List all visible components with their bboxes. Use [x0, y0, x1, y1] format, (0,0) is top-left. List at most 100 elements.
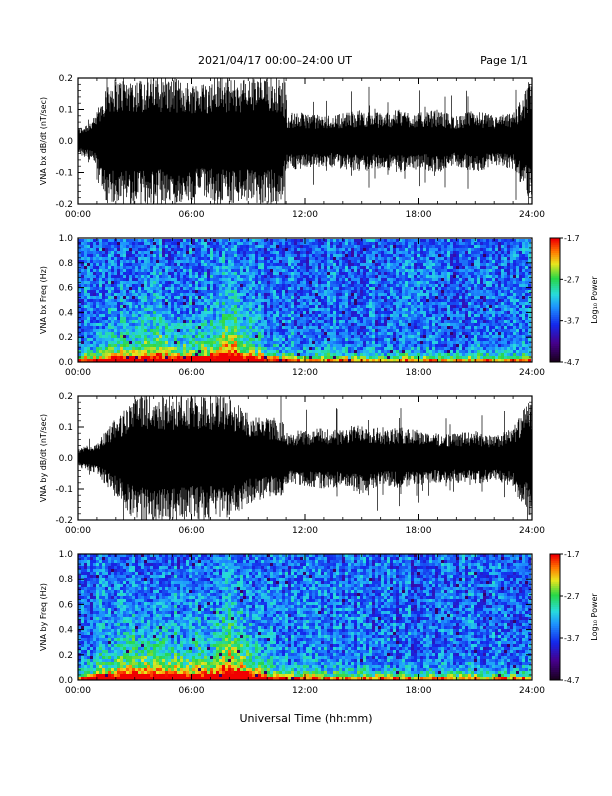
spectrogram-cell: [117, 284, 120, 287]
spectrogram-cell: [306, 248, 309, 251]
spectrogram-cell: [240, 251, 243, 254]
spectrogram-cell: [195, 281, 198, 284]
spectrogram-cell: [87, 239, 90, 242]
spectrogram-cell: [198, 260, 201, 263]
spectrogram-cell: [414, 308, 417, 311]
spectrogram-cell: [333, 329, 336, 332]
spectrogram-cell: [381, 350, 384, 353]
spectrogram-cell: [285, 320, 288, 323]
spectrogram-cell: [237, 257, 240, 260]
spectrogram-cell: [387, 293, 390, 296]
spectrogram-cell: [327, 284, 330, 287]
spectrogram-cell: [222, 338, 225, 341]
spectrogram-cell: [105, 323, 108, 326]
spectrogram-cell: [255, 248, 258, 251]
spectrogram-cell: [339, 242, 342, 245]
spectrogram-cell: [165, 239, 168, 242]
spectrogram-cell: [366, 263, 369, 266]
spectrogram-cell: [258, 263, 261, 266]
spectrogram-cell: [342, 275, 345, 278]
spectrogram-cell: [324, 317, 327, 320]
spectrogram-cell: [228, 314, 231, 317]
spectrogram-cell: [330, 320, 333, 323]
spectrogram-cell: [99, 242, 102, 245]
spectrogram-cell: [126, 281, 129, 284]
spectrogram-cell: [342, 245, 345, 248]
spectrogram-cell: [423, 266, 426, 269]
spectrogram-cell: [288, 320, 291, 323]
spectrogram-cell: [273, 266, 276, 269]
spectrogram-cell: [408, 266, 411, 269]
spectrogram-cell: [303, 251, 306, 254]
spectrogram-cell: [234, 329, 237, 332]
spectrogram-cell: [351, 353, 354, 356]
spectrogram-cell: [81, 341, 84, 344]
spectrogram-cell: [150, 308, 153, 311]
spectrogram-cell: [219, 281, 222, 284]
spectrogram-cell: [339, 311, 342, 314]
spectrogram-cell: [285, 308, 288, 311]
spectrogram-cell: [387, 335, 390, 338]
spectrogram-cell: [342, 347, 345, 350]
spectrogram-cell: [162, 341, 165, 344]
spectrogram-cell: [204, 338, 207, 341]
spectrogram-cell: [324, 290, 327, 293]
spectrogram-cell: [183, 293, 186, 296]
spectrogram-cell: [225, 263, 228, 266]
spectrogram-cell: [348, 254, 351, 257]
spectrogram-cell: [270, 254, 273, 257]
spectrogram-cell: [399, 356, 402, 359]
spectrogram-cell: [378, 263, 381, 266]
spectrogram-cell: [174, 257, 177, 260]
spectrogram-cell: [423, 248, 426, 251]
spectrogram-cell: [273, 254, 276, 257]
spectrogram-cell: [252, 347, 255, 350]
spectrogram-cell: [369, 269, 372, 272]
spectrogram-cell: [372, 278, 375, 281]
spectrogram-cell: [306, 254, 309, 257]
spectrogram-cell: [150, 260, 153, 263]
spectrogram-cell: [240, 329, 243, 332]
spectrogram-cell: [354, 293, 357, 296]
spectrogram-cell: [309, 263, 312, 266]
spectrogram-cell: [246, 266, 249, 269]
spectrogram-cell: [207, 281, 210, 284]
spectrogram-cell: [381, 347, 384, 350]
spectrogram-cell: [288, 338, 291, 341]
spectrogram-cell: [171, 317, 174, 320]
spectrogram-cell: [249, 350, 252, 353]
spectrogram-cell: [402, 323, 405, 326]
spectrogram-cell: [270, 260, 273, 263]
spectrogram-cell: [105, 317, 108, 320]
spectrogram-cell: [147, 326, 150, 329]
spectrogram-cell: [114, 353, 117, 356]
spectrogram-cell: [342, 287, 345, 290]
spectrogram-cell: [399, 335, 402, 338]
spectrogram-cell: [390, 347, 393, 350]
spectrogram-cell: [108, 239, 111, 242]
spectrogram-cell: [261, 350, 264, 353]
spectrogram-cell: [183, 347, 186, 350]
spectrogram-cell: [324, 251, 327, 254]
spectrogram-cell: [246, 317, 249, 320]
spectrogram-cell: [132, 347, 135, 350]
spectrogram-cell: [255, 329, 258, 332]
spectrogram-cell: [420, 347, 423, 350]
spectrogram-cell: [321, 254, 324, 257]
spectrogram-cell: [216, 263, 219, 266]
spectrogram-cell: [177, 242, 180, 245]
spectrogram-cell: [408, 323, 411, 326]
spectrogram-cell: [87, 344, 90, 347]
spectrogram-cell: [180, 347, 183, 350]
spectrogram-cell: [111, 272, 114, 275]
spectrogram-cell: [336, 278, 339, 281]
spectrogram-cell: [261, 332, 264, 335]
spectrogram-cell: [309, 341, 312, 344]
spectrogram-cell: [255, 314, 258, 317]
spectrogram-cell: [318, 347, 321, 350]
spectrogram-cell: [405, 290, 408, 293]
spectrogram-cell: [114, 296, 117, 299]
spectrogram-cell: [423, 257, 426, 260]
spectrogram-cell: [240, 269, 243, 272]
